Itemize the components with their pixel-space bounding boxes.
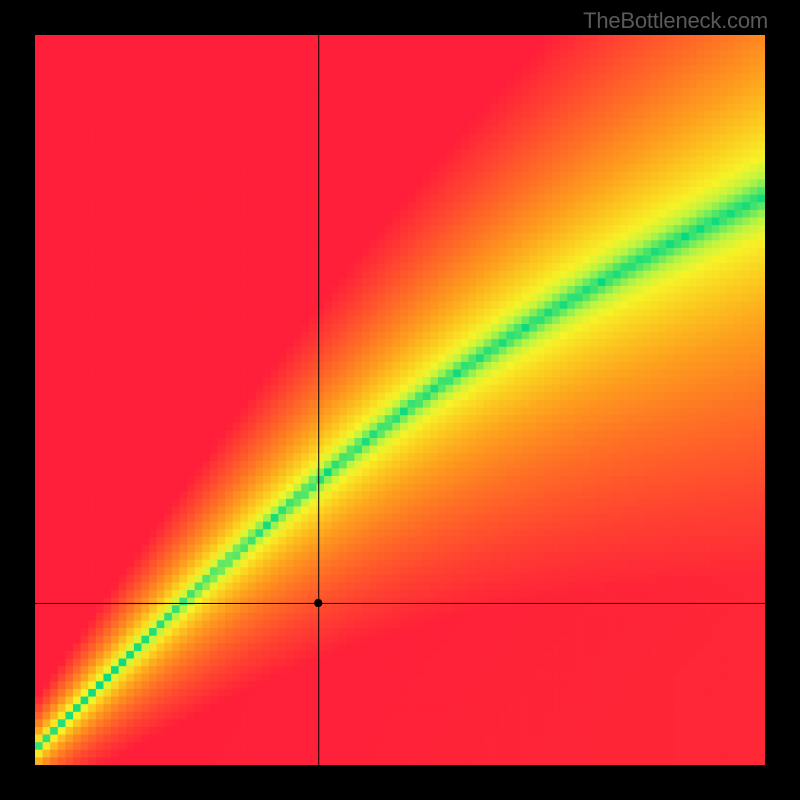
chart-container: TheBottleneck.com bbox=[0, 0, 800, 800]
watermark-text: TheBottleneck.com bbox=[583, 8, 768, 34]
bottleneck-heatmap bbox=[35, 35, 765, 765]
